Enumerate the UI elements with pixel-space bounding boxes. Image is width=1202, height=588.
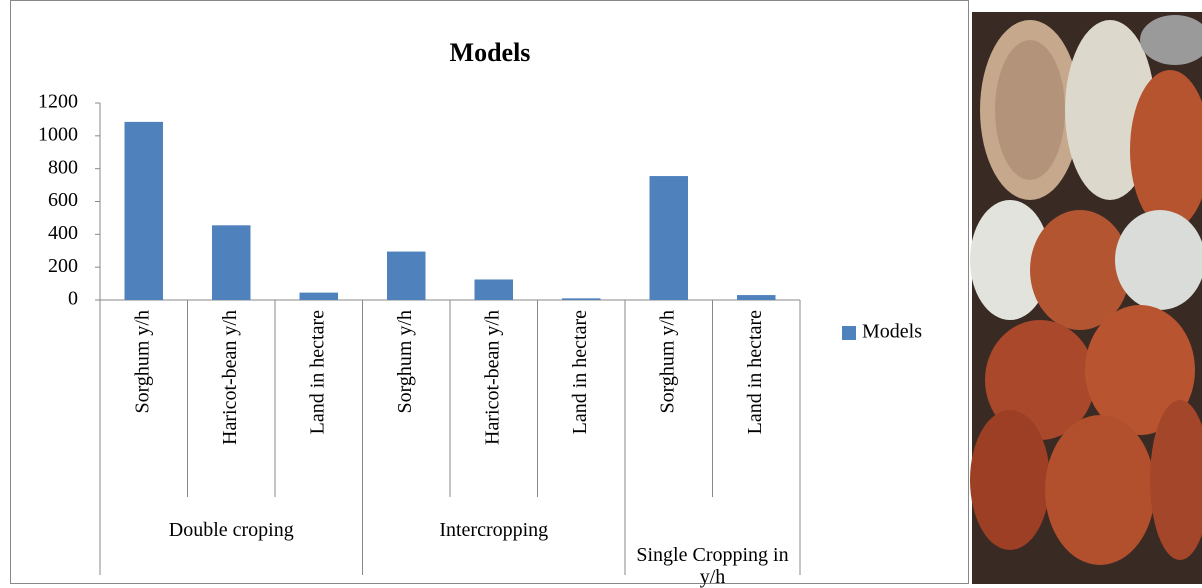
legend-swatch xyxy=(842,326,856,340)
bar xyxy=(124,121,163,300)
x-tick-label: Haricot-bean y/h xyxy=(481,310,503,445)
legend-label: Models xyxy=(862,321,922,343)
y-tick-label: 200 xyxy=(48,255,78,277)
group-label: Intercropping xyxy=(439,519,549,541)
bar xyxy=(649,176,688,300)
x-tick-label: Haricot-bean y/h xyxy=(219,310,241,445)
y-tick-label: 800 xyxy=(48,156,78,178)
x-tick-label: Sorghum y/h xyxy=(131,310,153,414)
bar xyxy=(387,251,426,300)
y-tick-label: 400 xyxy=(48,222,78,244)
bar xyxy=(474,279,513,300)
group-label: Double croping xyxy=(168,519,294,541)
y-tick-label: 1200 xyxy=(38,91,78,113)
y-tick-label: 1000 xyxy=(38,123,78,145)
bar xyxy=(299,292,338,300)
photo xyxy=(970,12,1202,584)
bar xyxy=(212,225,251,300)
chart-title: Models xyxy=(450,38,531,67)
y-tick-label: 0 xyxy=(68,288,78,310)
x-tick-label: Land in hectare xyxy=(744,310,766,434)
x-tick-label: Land in hectare xyxy=(569,310,591,434)
x-tick-label: Sorghum y/h xyxy=(656,310,678,414)
x-tick-label: Sorghum y/h xyxy=(394,310,416,414)
group-label: Single Cropping in y/h xyxy=(636,544,789,588)
bar xyxy=(562,298,601,300)
bar xyxy=(737,295,776,300)
y-tick-label: 600 xyxy=(48,189,78,211)
x-tick-label: Land in hectare xyxy=(306,310,328,434)
